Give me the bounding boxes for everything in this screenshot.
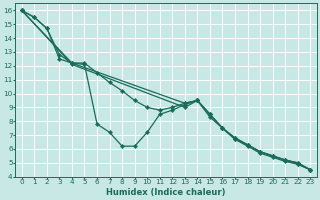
- X-axis label: Humidex (Indice chaleur): Humidex (Indice chaleur): [106, 188, 226, 197]
